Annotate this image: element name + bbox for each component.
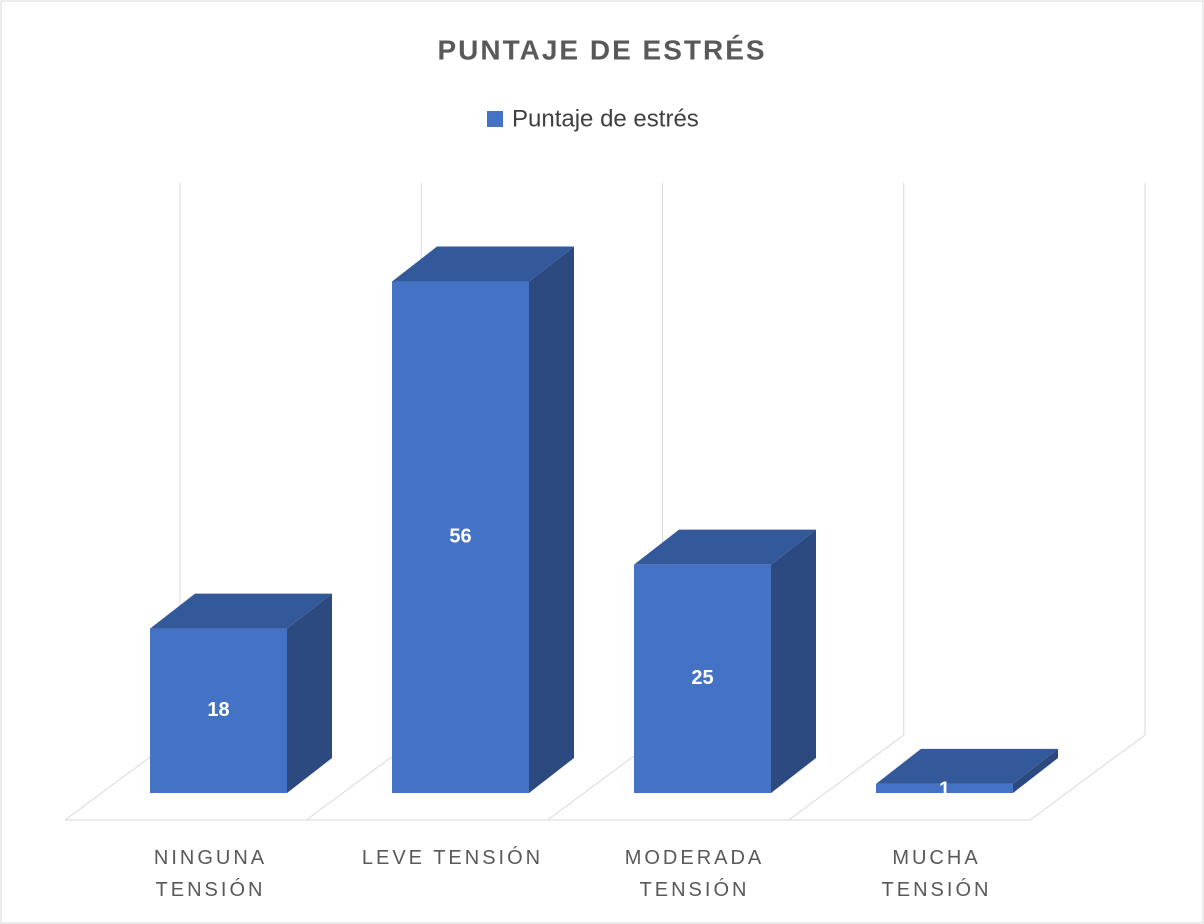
bar — [634, 529, 816, 793]
bar — [392, 246, 574, 794]
bar-side — [529, 246, 574, 794]
bar — [876, 748, 1058, 793]
x-tick-label: MODERADA TENSIÓN — [624, 847, 765, 901]
bar-top — [876, 748, 1058, 784]
bar-top — [150, 593, 332, 629]
legend-swatch — [487, 111, 503, 127]
bar-side — [771, 529, 816, 793]
bar-top — [392, 246, 574, 282]
bar-front — [392, 281, 529, 793]
legend-label: Puntaje de estrés — [512, 105, 699, 132]
bar-top — [634, 529, 816, 565]
floor-divider — [788, 734, 905, 821]
value-label: 18 — [207, 699, 229, 721]
bar-front — [876, 783, 1013, 793]
x-tick-label: NINGUNA TENSIÓN — [153, 847, 268, 901]
x-tick-label: MUCHA TENSIÓN — [881, 847, 992, 901]
bar-side — [287, 593, 332, 793]
floor-divider — [1029, 734, 1146, 821]
bar-side — [1013, 748, 1058, 793]
bar — [150, 593, 332, 793]
chart-title: PUNTAJE DE ESTRÉS — [437, 34, 766, 65]
bar-front — [634, 564, 771, 793]
value-label: 56 — [449, 526, 471, 548]
x-tick-label: LEVE TENSIÓN — [361, 847, 544, 869]
bar-front — [150, 628, 287, 793]
value-label: 25 — [691, 667, 713, 689]
value-label: 1 — [939, 779, 950, 801]
